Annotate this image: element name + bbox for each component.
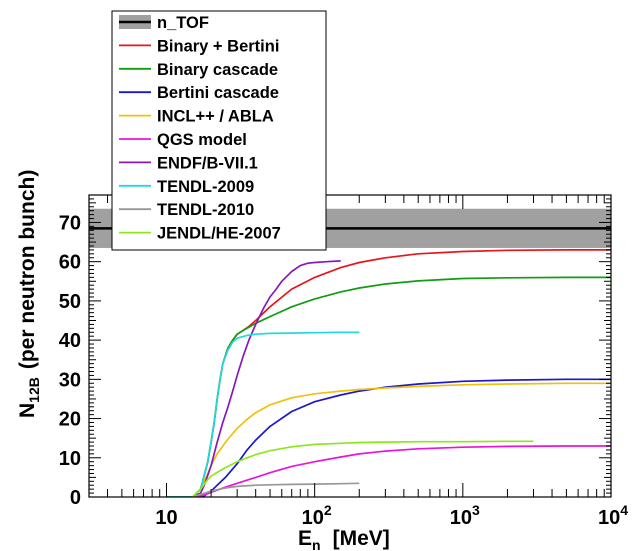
x-tick-label-exp: 3 bbox=[472, 502, 480, 518]
legend-label-tendl-2009: TENDL-2009 bbox=[157, 178, 254, 196]
series-line-incl-abla bbox=[192, 382, 611, 497]
legend: n_TOF Binary + Bertini Binary cascade Berti… bbox=[119, 14, 281, 243]
legend-box bbox=[111, 10, 327, 251]
series-line-tendl-2009 bbox=[166, 331, 360, 497]
y-axis-title-rest: (per neutron bunch) bbox=[16, 170, 39, 369]
x-tick-label-exp: 4 bbox=[620, 502, 628, 518]
x-tick-label: 104 bbox=[598, 502, 628, 529]
y-tick-label: 10 bbox=[59, 448, 81, 470]
series-line-tendl-2010 bbox=[192, 482, 360, 497]
legend-label-n-tof: n_TOF bbox=[157, 14, 209, 32]
y-axis-title: N12B (per neutron bunch) bbox=[16, 170, 42, 418]
legend-label-binary-bertini: Binary + Bertini bbox=[157, 37, 279, 55]
x-axis-title-main: E bbox=[298, 527, 312, 550]
y-tick-label: 30 bbox=[59, 369, 81, 391]
legend-label-bertini-cascade: Bertini cascade bbox=[157, 84, 279, 102]
x-axis-title-sub: n bbox=[312, 537, 321, 551]
legend-label-binary-cascade: Binary cascade bbox=[157, 61, 278, 79]
plot-frame bbox=[88, 194, 612, 498]
y-tick-label: 0 bbox=[70, 487, 81, 509]
x-tick-label-base: 10 bbox=[450, 507, 472, 529]
y-tick-label: 70 bbox=[59, 212, 81, 234]
y-axis-title-sub: 12B bbox=[26, 377, 42, 403]
legend-label-qgs-model: QGS model bbox=[157, 131, 247, 149]
legend-label-endf-b-vii-1: ENDF/B-VII.1 bbox=[157, 154, 258, 172]
y-tick-label: 50 bbox=[59, 291, 81, 313]
y-axis-title-main: N bbox=[16, 403, 39, 418]
y-tick-label: 60 bbox=[59, 252, 81, 274]
legend-label-jendl-he-2007: JENDL/HE-2007 bbox=[157, 225, 281, 243]
series-line-jendl-he-2007 bbox=[192, 440, 534, 497]
x-tick-label-base: 10 bbox=[598, 507, 620, 529]
x-tick-label-base: 10 bbox=[302, 507, 324, 529]
x-tick-label: 103 bbox=[450, 502, 480, 529]
x-tick-label: 10 bbox=[155, 507, 177, 529]
x-axis-title: En [MeV] bbox=[298, 527, 390, 551]
y-tick-label: 40 bbox=[59, 330, 81, 352]
series-line-endf-b-vii-1 bbox=[192, 260, 341, 497]
legend-label-tendl-2010: TENDL-2010 bbox=[157, 201, 254, 219]
x-tick-label-exp: 2 bbox=[324, 502, 332, 518]
legend-label-incl-abla: INCL++ / ABLA bbox=[157, 108, 274, 126]
x-tick-label: 102 bbox=[302, 502, 332, 529]
series-line-bertini-cascade bbox=[192, 378, 611, 497]
series-group bbox=[166, 249, 611, 497]
x-axis-title-unit: [MeV] bbox=[333, 527, 390, 550]
y-tick-label: 20 bbox=[59, 409, 81, 431]
